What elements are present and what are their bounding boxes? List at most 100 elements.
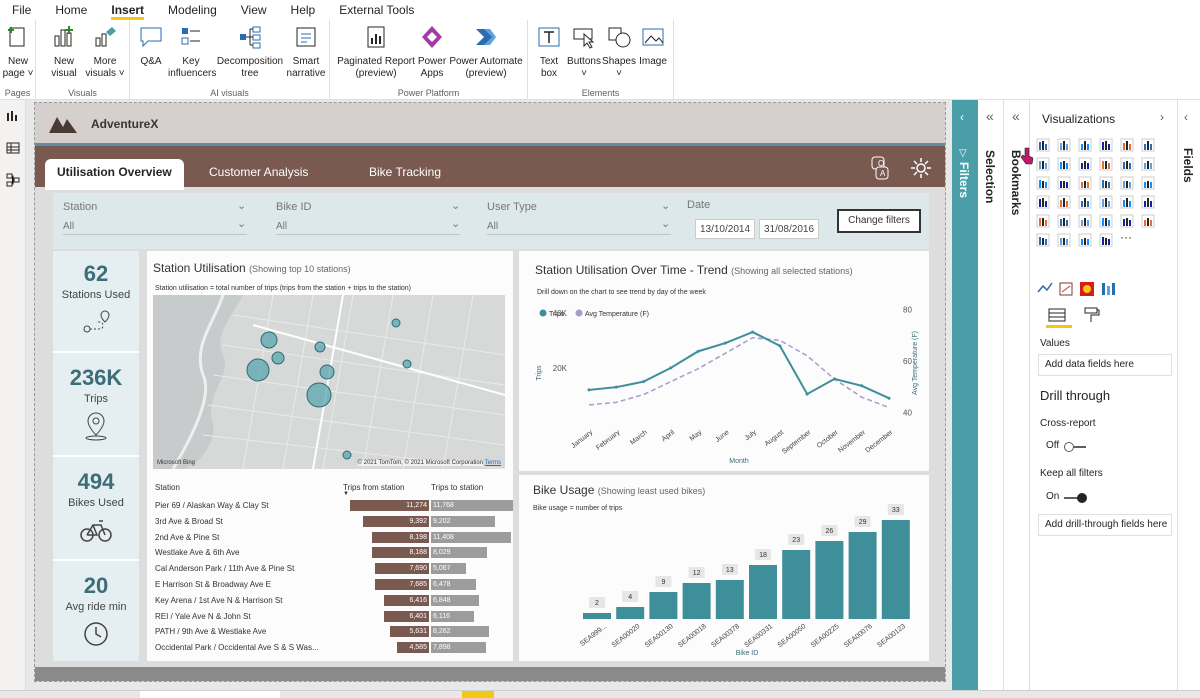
trips-to-bar[interactable]: 6,116: [431, 610, 474, 622]
text-box-button[interactable]: Text box: [534, 24, 564, 80]
key-influencers-button[interactable]: Key influencers: [168, 24, 216, 80]
qa-icon[interactable]: QA: [869, 155, 891, 181]
visual-type-icon[interactable]: [1036, 157, 1050, 171]
chevron-down-icon[interactable]: ⌄: [661, 200, 671, 212]
visual-type-icon[interactable]: [1078, 176, 1092, 190]
menu-modeling[interactable]: Modeling: [168, 3, 217, 17]
visual-type-icon[interactable]: [1078, 157, 1092, 171]
trips-to-bar[interactable]: 7,898: [431, 642, 487, 654]
visual-type-icon[interactable]: [1099, 138, 1113, 152]
date-to-input[interactable]: 31/08/2016: [759, 219, 819, 239]
trips-to-bar[interactable]: 6,848: [431, 594, 479, 606]
more-visuals-button[interactable]: More visuals ˅: [84, 24, 126, 80]
chevron-right-icon[interactable]: ›: [1160, 110, 1164, 124]
trips-from-bar[interactable]: 11,274: [350, 500, 429, 511]
visual-type-icon[interactable]: [1120, 195, 1134, 209]
trips-to-bar[interactable]: 8,262: [431, 626, 489, 638]
map-bubble[interactable]: [271, 351, 285, 365]
menu-external-tools[interactable]: External Tools: [339, 3, 415, 17]
menu-file[interactable]: File: [12, 3, 32, 17]
menu-help[interactable]: Help: [290, 3, 316, 17]
visual-type-icon[interactable]: [1141, 195, 1155, 209]
visual-type-icon[interactable]: [1078, 233, 1092, 247]
visual-type-icon[interactable]: [1057, 176, 1071, 190]
chevron-left-icon[interactable]: ‹: [1184, 110, 1188, 124]
gear-icon[interactable]: [909, 156, 933, 180]
tab-customer-analysis[interactable]: Customer Analysis: [209, 165, 309, 179]
trips-from-bar[interactable]: 5,631: [389, 626, 429, 638]
visual-type-icon[interactable]: [1078, 214, 1092, 228]
visual-type-icon[interactable]: [1057, 138, 1071, 152]
more-options-icon[interactable]: ···: [1120, 230, 1132, 244]
table-header-station[interactable]: Station: [155, 483, 180, 492]
chevron-down-icon[interactable]: ⌄: [237, 218, 247, 230]
visual-type-icon[interactable]: [1057, 157, 1071, 171]
trips-to-bar[interactable]: 9,202: [431, 515, 496, 527]
smart-narrative-button[interactable]: Smart narrative: [284, 24, 328, 80]
station-name-cell[interactable]: 2nd Ave & Pine St: [155, 532, 220, 542]
station-name-cell[interactable]: Occidental Park / Occidental Ave S & S W…: [155, 643, 319, 653]
map-bubble[interactable]: [319, 364, 335, 380]
trips-from-bar[interactable]: 8,198: [371, 531, 429, 543]
bike-usage-chart[interactable]: 2 SEA999... 4 SEA00020 9 SEA00130 12 SEA00018 13…: [519, 475, 929, 661]
visual-type-icon[interactable]: [1120, 157, 1134, 171]
visual-type-icon[interactable]: [1120, 214, 1134, 228]
fields-pane-collapsed[interactable]: ‹ Fields: [1178, 100, 1200, 698]
values-drop-zone[interactable]: Add data fields here: [1038, 354, 1172, 376]
chevron-left-icon[interactable]: ‹: [960, 110, 964, 124]
visual-type-icon[interactable]: [1036, 176, 1050, 190]
station-slicer[interactable]: All: [63, 221, 247, 235]
visual-type-icon[interactable]: [1141, 138, 1155, 152]
visual-type-icon[interactable]: [1057, 233, 1071, 247]
map-bubble[interactable]: [306, 382, 332, 408]
power-apps-button[interactable]: Power Apps: [416, 24, 448, 80]
custom-visual-icon[interactable]: [1080, 282, 1094, 296]
custom-visual-icon[interactable]: [1059, 282, 1073, 296]
station-map[interactable]: Microsoft Bing © 2021 TomTom, © 2021 Mic…: [153, 295, 505, 469]
trips-to-bar[interactable]: 5,067: [431, 563, 467, 575]
station-name-cell[interactable]: PATH / 9th Ave & Westlake Ave: [155, 627, 267, 637]
page-tab[interactable]: [140, 691, 280, 698]
trips-from-bar[interactable]: 7,690: [375, 563, 429, 575]
visual-type-icon[interactable]: [1078, 138, 1092, 152]
trips-from-bar[interactable]: 9,392: [363, 515, 429, 527]
bookmarks-pane-collapsed[interactable]: « Bookmarks: [1004, 100, 1030, 698]
visual-type-icon[interactable]: [1099, 176, 1113, 190]
trips-from-bar[interactable]: 6,401: [384, 610, 429, 622]
new-page-button[interactable]: New page ˅: [2, 24, 34, 80]
tab-bike-tracking[interactable]: Bike Tracking: [369, 165, 442, 179]
map-bubble[interactable]: [342, 450, 352, 460]
tab-utilisation-overview[interactable]: Utilisation Overview: [45, 159, 184, 190]
station-name-cell[interactable]: Pier 69 / Alaskan Way & Clay St: [155, 501, 269, 510]
image-button[interactable]: Image: [636, 24, 670, 68]
trips-to-bar[interactable]: 11,408: [431, 531, 511, 543]
trips-to-bar[interactable]: 8,029: [431, 547, 488, 559]
visual-type-icon[interactable]: [1036, 138, 1050, 152]
menu-insert[interactable]: Insert: [99, 0, 156, 20]
double-chevron-left-icon[interactable]: «: [986, 108, 994, 124]
keep-filters-toggle[interactable]: [1064, 493, 1087, 503]
station-name-cell[interactable]: Cal Anderson Park / 11th Ave & Pine St: [155, 564, 295, 574]
visual-type-icon[interactable]: [1036, 214, 1050, 228]
trips-to-bar[interactable]: 11,768: [431, 500, 514, 511]
chevron-down-icon[interactable]: ⌄: [451, 200, 461, 212]
visual-type-icon[interactable]: [1120, 176, 1134, 190]
model-view-button[interactable]: [0, 164, 26, 196]
visual-type-icon[interactable]: [1141, 214, 1155, 228]
data-view-button[interactable]: [0, 132, 26, 164]
station-name-cell[interactable]: E Harrison St & Broadway Ave E: [155, 580, 271, 589]
visual-type-icon[interactable]: [1057, 214, 1071, 228]
visual-type-icon[interactable]: [1099, 157, 1113, 171]
station-name-cell[interactable]: 3rd Ave & Broad St: [155, 516, 223, 526]
trips-from-bar[interactable]: 7,685: [375, 579, 429, 590]
change-filters-button[interactable]: Change filters: [837, 209, 921, 233]
selection-pane-collapsed[interactable]: « Selection: [978, 100, 1004, 698]
report-view-button[interactable]: [0, 100, 26, 132]
trips-from-bar[interactable]: 8,188: [371, 547, 429, 559]
visual-type-icon[interactable]: [1078, 195, 1092, 209]
table-header-trips-from[interactable]: Trips from station: [343, 483, 405, 492]
user-type-slicer[interactable]: All: [487, 221, 671, 235]
visual-type-icon[interactable]: [1141, 157, 1155, 171]
trips-to-bar[interactable]: 6,478: [431, 579, 477, 590]
visual-type-icon[interactable]: [1120, 138, 1134, 152]
